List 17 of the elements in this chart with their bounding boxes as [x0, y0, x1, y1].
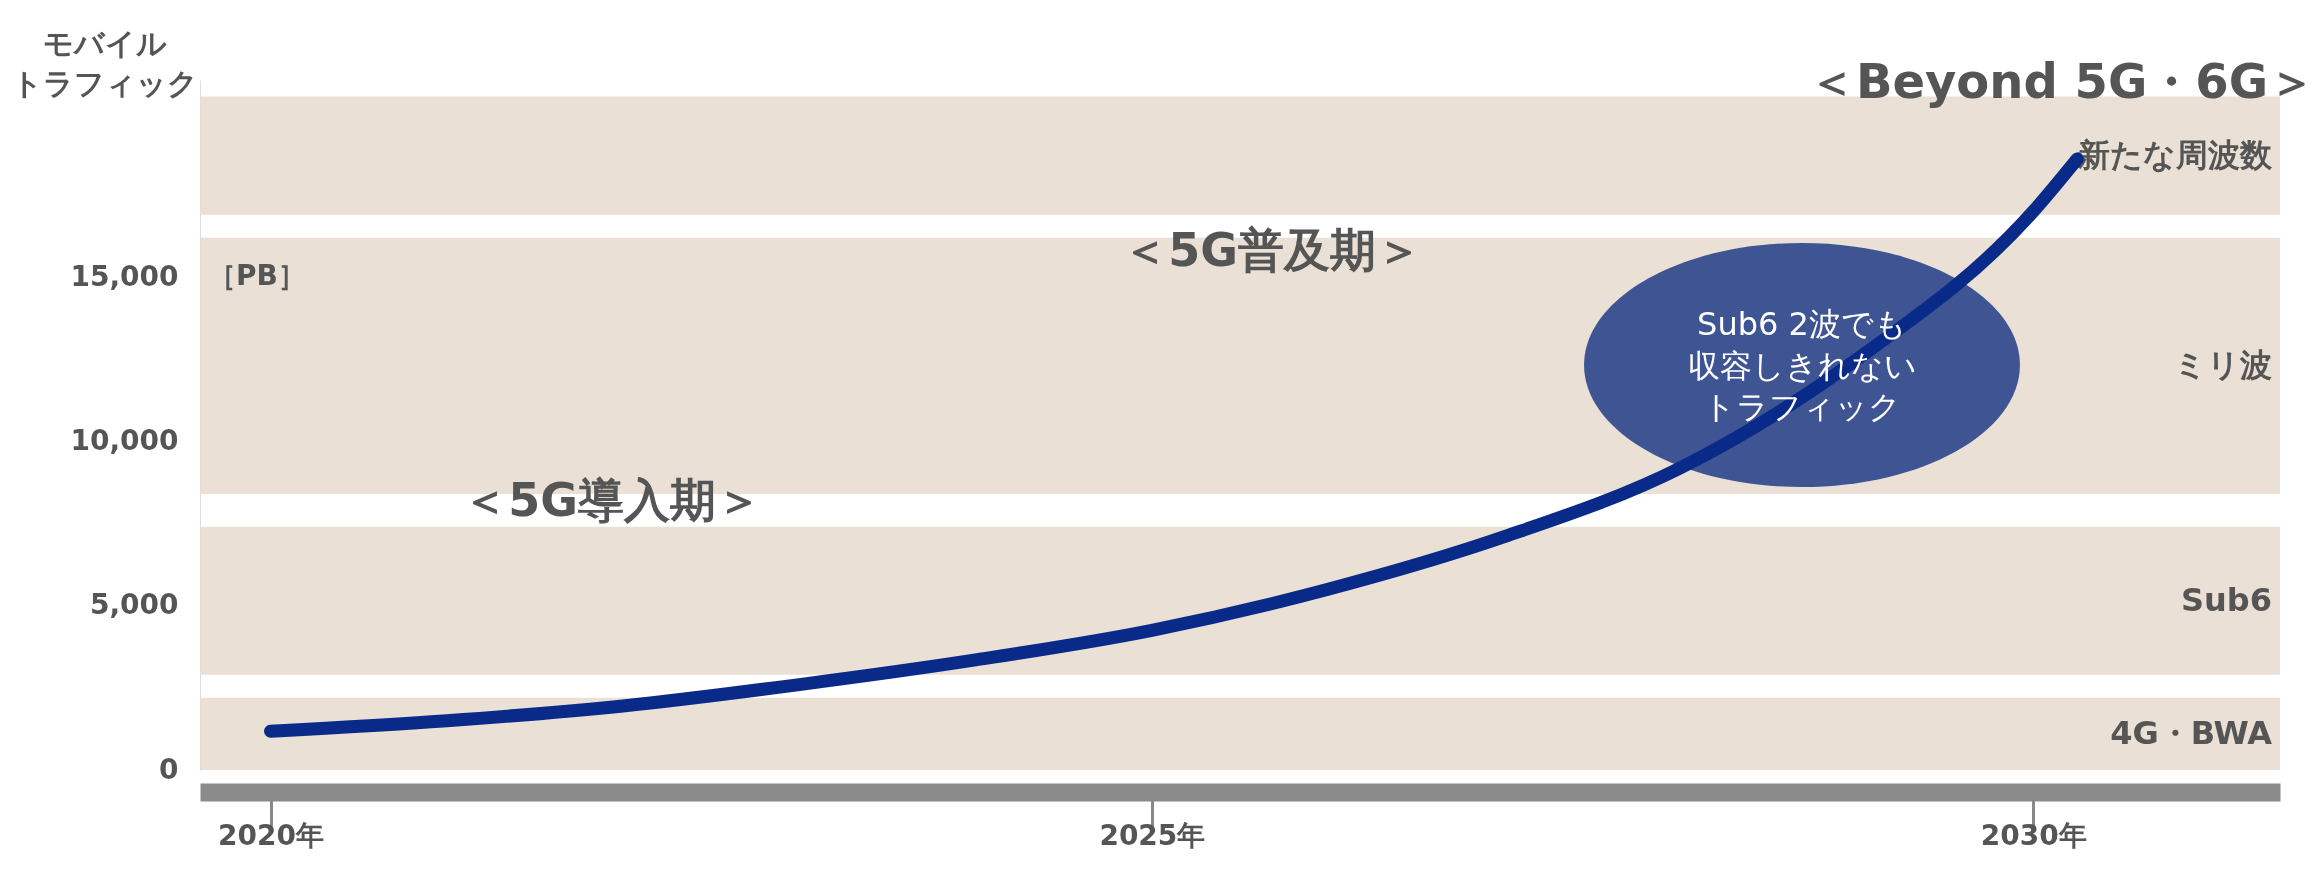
y-tick-label: 15,000: [70, 259, 179, 293]
annotation: ＜5G普及期＞: [1122, 223, 1422, 277]
y-axis-title: モバイルトラフィック: [12, 26, 198, 101]
y-tick-label: 5,000: [89, 588, 179, 622]
annotation: ＜Beyond 5G・6G＞: [1807, 53, 2317, 109]
y-tick-label: 0: [159, 752, 179, 786]
y-tick-label: 10,000: [70, 423, 179, 457]
band-label: 新たな周波数: [2077, 135, 2273, 174]
x-tick-label: 2020年: [218, 818, 324, 852]
x-tick-label: 2025年: [1099, 818, 1206, 852]
band-label: 4G・BWA: [2110, 713, 2273, 752]
x-tick-label: 2030年: [1980, 818, 2087, 852]
annotation: ＜5G導入期＞: [462, 473, 762, 527]
band-label: ミリ波: [2174, 345, 2272, 384]
annotation: ［PB］: [208, 259, 306, 293]
band-label: Sub6: [2181, 580, 2272, 619]
annotation: Sub6 2波でも収容しきれないトラフィック: [1687, 305, 1917, 427]
